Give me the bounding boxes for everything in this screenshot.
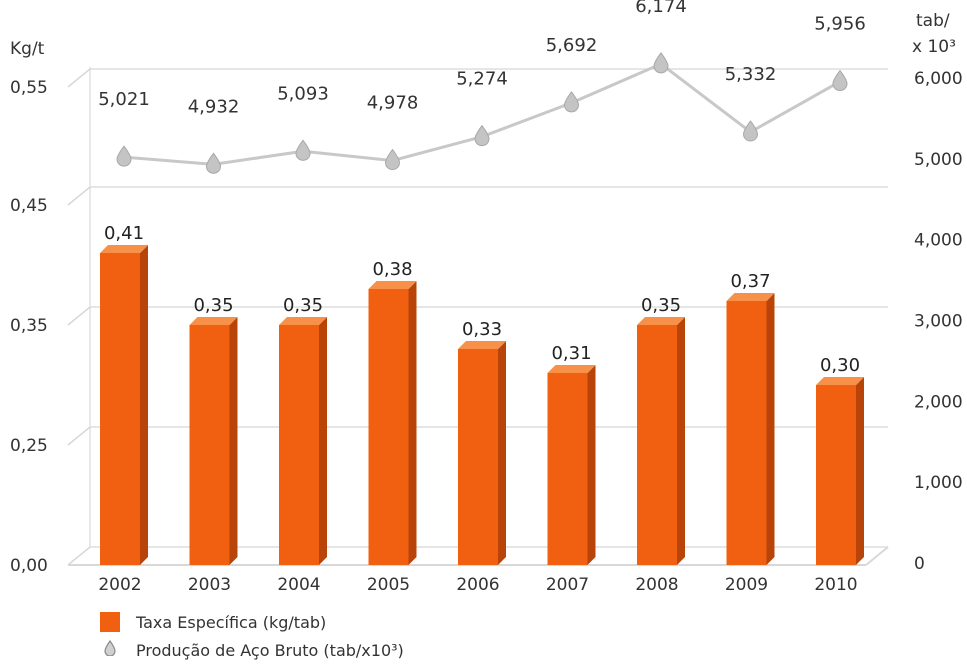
x-tick-label: 2007 [546, 575, 589, 595]
left-tick-label: 0,35 [10, 316, 48, 336]
line-value-label: 5,093 [277, 83, 329, 104]
right-axis-unit-line2: x 10³ [912, 37, 956, 57]
bar-top [458, 341, 506, 349]
bar [726, 301, 767, 565]
bar-side [856, 377, 864, 565]
grid-diag [67, 306, 91, 326]
bar-top [368, 281, 417, 289]
line-marker [384, 148, 401, 171]
line-marker [205, 152, 222, 174]
right-tick-label: 5,000 [914, 150, 963, 170]
bar-side [498, 341, 506, 565]
line-marker [116, 145, 132, 167]
line-value-label: 4,932 [188, 96, 240, 117]
line-value-label: 5,956 [814, 14, 866, 35]
x-tick-label: 2004 [277, 575, 320, 595]
bar-top [547, 365, 596, 373]
line-value-label: 5,332 [725, 64, 777, 85]
line-marker [742, 120, 759, 142]
grid-diag [67, 426, 91, 446]
line-value-label: 6,174 [635, 0, 687, 17]
line-marker [295, 139, 311, 161]
bar-value-label: 0,31 [551, 343, 591, 364]
grid-diag [67, 546, 91, 566]
right-tick-label: 6,000 [914, 69, 963, 89]
bar [816, 385, 856, 565]
bar [368, 289, 409, 565]
line-value-label: 4,978 [367, 93, 419, 114]
bar-top [189, 317, 238, 325]
bar-side [766, 293, 775, 565]
right-tick-label: 3,000 [914, 312, 963, 332]
bar-value-label: 0,33 [462, 319, 502, 340]
bar-top [100, 245, 148, 253]
line-value-label: 5,692 [546, 35, 598, 56]
x-tick-label: 2008 [635, 575, 678, 595]
bar-top [279, 317, 327, 325]
line-value-label: 5,021 [98, 89, 150, 110]
bar-value-label: 0,30 [820, 355, 860, 376]
labels: 0,00 0,25 0,35 0,45 0,55 0 1,000 2,000 3,000 4,00… [10, 0, 963, 595]
line-marker [474, 124, 490, 147]
bar-top [637, 317, 685, 325]
bar [458, 349, 498, 565]
bar-value-label: 0,37 [730, 271, 770, 292]
right-tick-label: 1,000 [914, 473, 963, 493]
bar [547, 373, 588, 565]
bar [189, 325, 230, 565]
x-tick-label: 2009 [725, 575, 768, 595]
bar-side [677, 317, 685, 565]
drop-icon [100, 639, 120, 660]
legend-item-bar: Taxa Específica (kg/tab) [100, 608, 404, 636]
grid-diag [67, 186, 91, 206]
production-line [116, 52, 848, 174]
bar-value-label: 0,38 [372, 259, 412, 280]
bar-value-label: 0,35 [641, 295, 681, 316]
right-axis-unit-line1: tab/ [916, 11, 950, 31]
line-marker [653, 52, 669, 74]
legend-item-line: Produção de Aço Bruto (tab/x10³) [100, 636, 404, 664]
x-tick-label: 2006 [456, 575, 499, 595]
bar [279, 325, 319, 565]
x-tick-label: 2010 [814, 575, 857, 595]
combo-chart: 0,00 0,25 0,35 0,45 0,55 0 1,000 2,000 3,000 4,00… [10, 0, 963, 595]
bars [100, 245, 864, 565]
bar-side [319, 317, 327, 565]
bar-side [140, 245, 148, 565]
bar [637, 325, 677, 565]
bar-side [408, 281, 417, 565]
bar-value-label: 0,41 [104, 223, 144, 244]
right-tick-label: 2,000 [914, 392, 963, 412]
x-tick-label: 2003 [188, 575, 231, 595]
line-value-label: 5,274 [456, 69, 508, 90]
x-tick-label: 2002 [98, 575, 141, 595]
bar-value-label: 0,35 [283, 295, 323, 316]
right-tick-label: 0 [914, 554, 925, 574]
bar-swatch-icon [100, 612, 120, 632]
bar-top [816, 377, 864, 385]
bar-side [587, 365, 596, 565]
left-tick-label: 0,00 [10, 556, 48, 576]
legend-bar-label: Taxa Específica (kg/tab) [136, 612, 327, 632]
legend-line-label: Produção de Aço Bruto (tab/x10³) [136, 640, 404, 660]
grid-diag [67, 68, 91, 88]
line-marker [832, 69, 848, 92]
left-tick-label: 0,25 [10, 436, 48, 456]
bar [100, 253, 140, 565]
left-axis-unit: Kg/t [10, 39, 45, 59]
left-tick-label: 0,45 [10, 196, 48, 216]
x-tick-label: 2005 [367, 575, 410, 595]
bar-side [229, 317, 238, 565]
bar-value-label: 0,35 [193, 295, 233, 316]
right-tick-label: 4,000 [914, 231, 963, 251]
baseline-diag [865, 546, 889, 566]
line-marker [563, 91, 580, 113]
legend: Taxa Específica (kg/tab) Produção de Aço… [100, 608, 404, 664]
left-tick-label: 0,55 [10, 78, 48, 98]
bar-top [726, 293, 775, 301]
